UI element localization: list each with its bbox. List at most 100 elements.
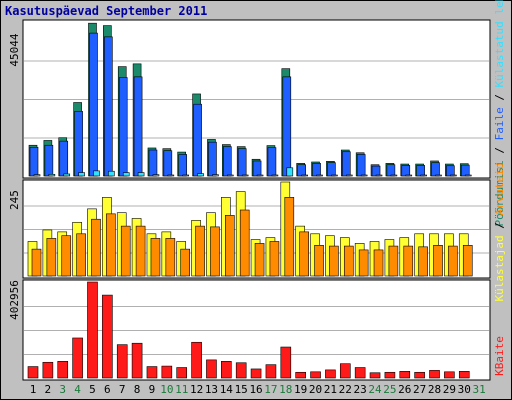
bottom-bar-kbaite: [399, 371, 411, 379]
top-bar-faile: [29, 146, 39, 177]
bottom-bar-kbaite: [295, 371, 306, 379]
middle-legend-item-2: Arvuteid: [493, 162, 506, 215]
bottom-bar-kbaite: [206, 359, 217, 379]
top-bar-faile: [356, 154, 366, 177]
middle-bar-arvuteid: [448, 245, 458, 277]
x-tick-label: 29: [443, 383, 456, 396]
x-tick-label: 14: [220, 383, 234, 396]
middle-bar-arvuteid: [165, 238, 176, 277]
middle-bar-arvuteid: [418, 246, 428, 277]
bottom-bar-kbaite: [444, 371, 455, 379]
x-tick-label: 3: [59, 383, 66, 396]
top-bar-külastatud-lehti: [450, 174, 457, 177]
top-bar-faile: [341, 151, 351, 177]
top-bar-külastatud-lehti: [286, 167, 294, 177]
top-legend-item-2: Faile: [493, 107, 506, 140]
x-tick-label: 13: [205, 383, 218, 396]
top-bar-faile: [297, 164, 306, 177]
top-ymax-label: 45044: [8, 33, 21, 66]
top-bar-külastatud-lehti: [33, 174, 41, 177]
top-bar-faile: [208, 141, 217, 177]
top-legend-item-4: Külastatud lehti: [493, 0, 506, 87]
bottom-bar-kbaite: [57, 361, 69, 379]
bottom-bar-kbaite: [87, 281, 98, 379]
top-bar-külastatud-lehti: [301, 174, 308, 177]
middle-bar-arvuteid: [46, 238, 57, 277]
top-bar-külastatud-lehti: [108, 170, 115, 177]
middle-bar-arvuteid: [388, 245, 399, 277]
top-bar-külastatud-lehti: [212, 174, 219, 177]
bottom-bar-kbaite: [354, 367, 366, 379]
x-tick-label: 23: [354, 383, 367, 396]
top-bar-faile: [148, 149, 158, 177]
top-bar-külastatud-lehti: [122, 172, 130, 177]
top-bar-külastatud-lehti: [360, 174, 368, 177]
bottom-bar-kbaite: [265, 364, 277, 379]
top-bar-külastatud-lehti: [435, 174, 442, 177]
middle-bar-arvuteid: [195, 225, 205, 277]
top-bar-faile: [267, 147, 277, 177]
bottom-bar-kbaite: [429, 370, 440, 379]
top-bar-faile: [89, 32, 98, 177]
top-bar-faile: [386, 164, 396, 177]
middle-bar-arvuteid: [358, 249, 369, 277]
middle-bar-arvuteid: [61, 235, 72, 277]
top-bar-külastatud-lehti: [137, 172, 145, 177]
middle-bar-arvuteid: [284, 197, 295, 277]
top-bar-külastatud-lehti: [78, 172, 85, 177]
top-bar-külastatud-lehti: [375, 174, 383, 177]
top-legend-item-0: Pöördumisi: [493, 160, 506, 226]
top-bar-faile: [223, 146, 232, 177]
chart-title: Kasutuspäevad September 2011: [5, 4, 208, 18]
top-bar-külastatud-lehti: [405, 174, 413, 177]
top-bar-külastatud-lehti: [390, 174, 398, 177]
top-bar-faile: [431, 162, 440, 177]
middle-legend-item-0: Külastajad: [493, 235, 506, 301]
top-legend: Pöördumisi / Faile / Külastatud lehti: [493, 0, 506, 227]
bottom-bar-kbaite: [146, 366, 158, 379]
bottom-bar-kbaite: [414, 371, 425, 379]
bottom-bar-kbaite: [72, 337, 83, 379]
x-tick-label: 1: [30, 383, 37, 396]
top-bar-faile: [282, 76, 292, 177]
middle-bar-arvuteid: [135, 225, 146, 277]
x-tick-label: 10: [160, 383, 173, 396]
x-tick-label: 17: [264, 383, 277, 396]
top-bar-faile: [237, 148, 247, 177]
x-tick-label: 28: [428, 383, 441, 396]
top-panel: 45044 Pöördumisi / Faile / Külastatud leh…: [8, 0, 506, 227]
bottom-panel: 402956 KBaite: [8, 279, 506, 381]
top-bar-faile: [416, 165, 425, 177]
top-bar-külastatud-lehti: [167, 174, 175, 177]
middle-bar-arvuteid: [120, 225, 131, 277]
top-legend-item-3: /: [493, 87, 506, 107]
top-bar-külastatud-lehti: [48, 173, 56, 177]
top-bar-faile: [327, 162, 336, 177]
middle-legend-item-1: /: [493, 215, 506, 235]
bottom-bar-kbaite: [250, 368, 262, 379]
top-bar-külastatud-lehti: [271, 174, 279, 177]
bottom-bar-kbaite: [235, 362, 247, 379]
bottom-bar-kbaite: [116, 344, 128, 379]
middle-bar-arvuteid: [225, 215, 235, 277]
x-tick-label: 26: [398, 383, 411, 396]
x-tick-label: 7: [119, 383, 126, 396]
top-bar-külastatud-lehti: [227, 174, 234, 177]
bottom-bar-kbaite: [161, 365, 173, 379]
bottom-bar-kbaite: [102, 294, 113, 379]
bottom-bar-kbaite: [325, 369, 336, 379]
top-bar-faile: [446, 165, 455, 177]
x-tick-label: 21: [324, 383, 337, 396]
middle-bar-arvuteid: [343, 245, 354, 277]
bottom-bar-kbaite: [280, 346, 292, 379]
bottom-bar-kbaite: [191, 341, 202, 379]
middle-bar-arvuteid: [31, 248, 42, 277]
x-tick-label: 30: [458, 383, 471, 396]
middle-bar-arvuteid: [433, 245, 443, 277]
bottom-bar-kbaite: [458, 371, 470, 379]
top-bar-külastatud-lehti: [241, 174, 249, 177]
middle-bar-arvuteid: [210, 226, 220, 277]
top-bar-külastatud-lehti: [331, 174, 338, 177]
top-bar-faile: [59, 140, 69, 177]
